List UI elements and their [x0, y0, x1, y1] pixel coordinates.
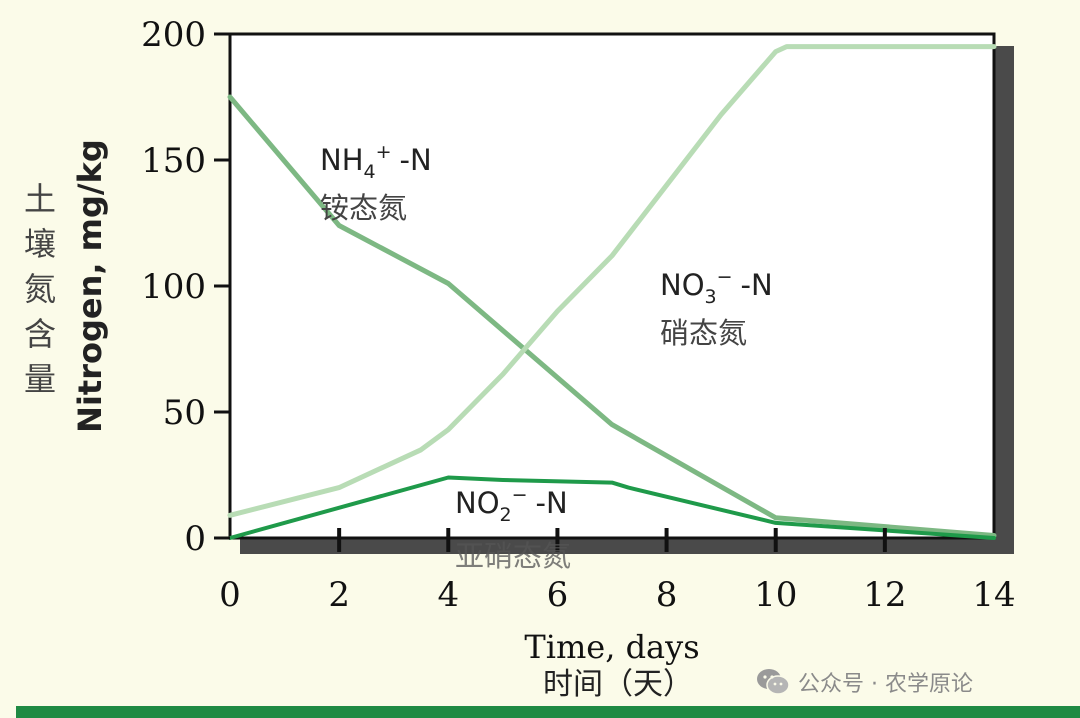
no3-subscript: 3 — [705, 286, 717, 308]
bottom-border-bar — [16, 706, 1080, 718]
no2-formula: NO — [455, 486, 500, 520]
nh4-superscript: + — [376, 141, 392, 163]
y-axis-cn-char: 含 — [24, 315, 56, 353]
no3-label-cn: 硝态氮 — [660, 316, 747, 350]
series-line-no2 — [228, 475, 996, 540]
x-tick-label: 2 — [328, 575, 350, 615]
y-tick-label: 50 — [163, 393, 206, 433]
x-tick-label: 10 — [754, 575, 797, 615]
nh4-label-cn: 铵态氮 — [320, 191, 407, 225]
no3-label: NO3− -N — [660, 266, 773, 308]
x-tick-label: 14 — [972, 575, 1015, 615]
y-axis-cn-char: 氮 — [24, 270, 56, 308]
tick-layer: 0 50 100 150 200 0 2 4 6 8 10 12 14 — [141, 15, 1016, 615]
series-line-no3 — [227, 44, 997, 518]
y-tick-label: 100 — [141, 267, 206, 307]
y-tick-label: 200 — [141, 15, 206, 55]
nh4-formula: NH — [320, 143, 364, 177]
y-axis-cn-char: 量 — [24, 360, 56, 398]
series-layer — [227, 44, 997, 540]
no2-subscript: 2 — [500, 504, 512, 526]
x-tick-label: 4 — [437, 575, 459, 615]
y-axis-title: Nitrogen, mg/kg — [71, 139, 109, 433]
wechat-icon — [757, 669, 790, 695]
series-line-nh4 — [227, 94, 997, 538]
y-axis-cn-char: 土 — [24, 180, 56, 218]
no3-formula: NO — [660, 268, 705, 302]
nh4-subscript: 4 — [364, 161, 376, 183]
nh4-tail: -N — [400, 143, 432, 177]
no2-superscript: − — [512, 484, 528, 506]
no2-label-cn: 亚硝态氮 — [455, 539, 571, 573]
x-axis-title: Time, days — [524, 628, 699, 666]
x-tick-label: 8 — [656, 575, 678, 615]
no3-superscript: − — [717, 266, 733, 288]
no3-tail: -N — [741, 268, 773, 302]
y-tick-label: 150 — [141, 141, 206, 181]
y-axis-title-cn: 土 壤 氮 含 量 — [24, 180, 56, 398]
no2-tail: -N — [536, 486, 568, 520]
x-tick-label: 6 — [547, 575, 569, 615]
x-tick-label: 0 — [219, 575, 241, 615]
watermark: 公众号 · 农学原论 — [756, 664, 973, 700]
plot-area — [228, 32, 996, 540]
x-axis-title-cn: 时间（天） — [543, 667, 693, 702]
nh4-label: NH4+ -N — [320, 141, 432, 183]
x-tick-label: 12 — [863, 575, 906, 615]
watermark-text: 公众号 · 农学原论 — [798, 672, 973, 697]
no2-label: NO2− -N — [455, 484, 568, 526]
y-tick-label: 0 — [184, 519, 206, 559]
y-axis-cn-char: 壤 — [24, 225, 56, 263]
